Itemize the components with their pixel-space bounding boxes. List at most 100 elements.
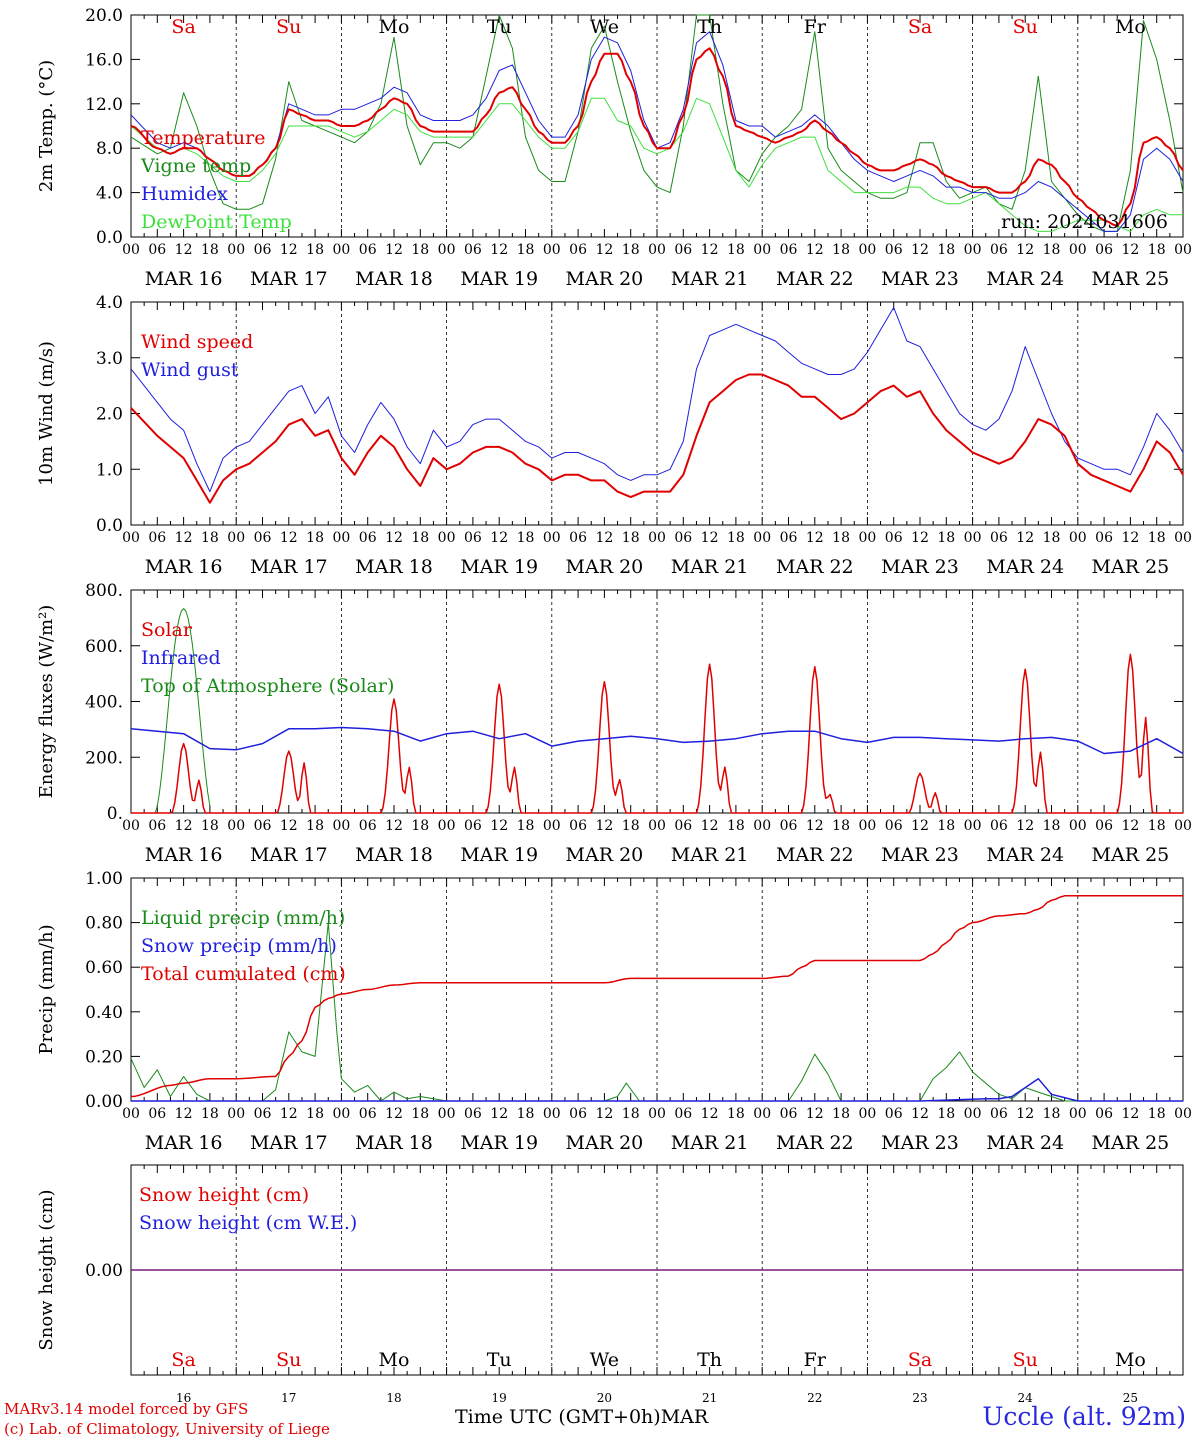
hour-tick-label: 12: [280, 1106, 298, 1122]
hour-tick-label: 18: [201, 530, 219, 546]
hour-tick-label: 00: [332, 530, 350, 546]
date-label: MAR 23: [881, 1132, 959, 1154]
date-label: MAR 23: [881, 844, 959, 866]
hour-tick-label: 00: [438, 242, 456, 258]
hour-tick-label: 06: [569, 530, 587, 546]
hour-tick-label: 00: [122, 242, 140, 258]
legend-entry: Top of Atmosphere (Solar): [141, 675, 394, 697]
weekday-label: Mo: [379, 1349, 410, 1371]
hour-tick-label: 12: [806, 530, 824, 546]
hour-tick-label: 00: [648, 818, 666, 834]
date-label: MAR 22: [776, 268, 854, 290]
hour-tick-label: 18: [411, 818, 429, 834]
hour-tick-label: 18: [306, 818, 324, 834]
hour-tick-label: 12: [280, 530, 298, 546]
panel-frame: [130, 589, 1184, 814]
hour-tick-label: 00: [227, 242, 245, 258]
weekday-label: Tu: [487, 16, 512, 38]
hour-tick-label: 06: [1095, 242, 1113, 258]
weekday-label: Tu: [487, 1349, 512, 1371]
date-label: MAR 22: [776, 844, 854, 866]
hour-tick-label: 06: [148, 1106, 166, 1122]
solar-line: [131, 653, 1183, 814]
hour-tick-label: 06: [464, 1106, 482, 1122]
y-tick-label: 12.0: [85, 95, 123, 115]
copyright-credit: (c) Lab. of Climatology, University of L…: [4, 1420, 330, 1438]
hour-tick-label: 00: [858, 1106, 876, 1122]
y-tick-label: 0.00: [85, 1092, 123, 1112]
day-number-label: 19: [492, 1391, 507, 1405]
hour-tick-label: 18: [306, 530, 324, 546]
hour-tick-label: 12: [490, 530, 508, 546]
weekday-label: We: [590, 16, 619, 38]
temp-series-line: [130, 47, 1184, 227]
hour-tick-label: 18: [517, 530, 535, 546]
hour-tick-label: 06: [780, 530, 798, 546]
hour-tick-label: 18: [1148, 818, 1166, 834]
hour-tick-label: 06: [1095, 818, 1113, 834]
hour-tick-label: 00: [648, 1106, 666, 1122]
hour-tick-label: 06: [254, 1106, 272, 1122]
hour-tick-label: 18: [727, 1106, 745, 1122]
hour-tick-label: 06: [674, 818, 692, 834]
hour-tick-label: 18: [622, 1106, 640, 1122]
hour-tick-label: 18: [937, 530, 955, 546]
date-label: MAR 25: [1092, 556, 1170, 578]
y-axis-label: Energy fluxes (W/m²): [36, 605, 57, 799]
hour-tick-label: 06: [885, 242, 903, 258]
hour-tick-label: 00: [1174, 1106, 1192, 1122]
legend-entry: Total cumulated (cm): [141, 963, 346, 985]
weekday-label: Sa: [171, 1349, 195, 1371]
hour-tick-label: 06: [148, 818, 166, 834]
hour-tick-label: 06: [674, 242, 692, 258]
hour-tick-label: 00: [122, 818, 140, 834]
weekday-label: Mo: [1115, 1349, 1146, 1371]
temp-series-line: [130, 97, 1183, 232]
hour-tick-label: 18: [1148, 1106, 1166, 1122]
weekday-label: Sa: [908, 1349, 932, 1371]
hour-tick-label: 06: [990, 530, 1008, 546]
hour-tick-label: 18: [622, 530, 640, 546]
hour-tick-label: 06: [464, 818, 482, 834]
hour-tick-label: 00: [964, 818, 982, 834]
temp-series-line: [130, 14, 1184, 232]
hour-tick-label: 12: [806, 818, 824, 834]
weekday-label: Th: [697, 16, 722, 38]
hour-tick-label: 12: [701, 1106, 719, 1122]
y-tick-label: 16.0: [85, 50, 123, 70]
hour-tick-label: 18: [937, 242, 955, 258]
day-number-label: 18: [386, 1391, 401, 1405]
day-number-label: 24: [1018, 1391, 1034, 1405]
hour-tick-label: 00: [1069, 530, 1087, 546]
y-tick-label: 1.0: [96, 460, 123, 480]
weekday-label: Su: [1013, 1349, 1038, 1371]
hour-tick-label: 12: [175, 242, 193, 258]
date-label: MAR 24: [986, 1132, 1064, 1154]
legend-entry: Infrared: [141, 647, 221, 669]
hour-tick-label: 18: [201, 818, 219, 834]
hour-tick-label: 18: [411, 242, 429, 258]
hour-tick-label: 12: [806, 1106, 824, 1122]
hour-tick-label: 06: [464, 530, 482, 546]
hour-tick-label: 18: [622, 818, 640, 834]
hour-tick-label: 12: [595, 818, 613, 834]
legend-entry: Snow precip (mm/h): [141, 935, 337, 957]
weekday-label: Sa: [171, 16, 195, 38]
date-label: MAR 19: [460, 1132, 538, 1154]
hour-tick-label: 18: [1043, 818, 1061, 834]
hour-tick-label: 18: [411, 530, 429, 546]
wind-series-line: [130, 307, 1184, 493]
day-number-label: 22: [807, 1391, 822, 1405]
hour-tick-label: 12: [385, 530, 403, 546]
hour-tick-label: 12: [1121, 530, 1139, 546]
y-axis-label: Precip (mm/h): [36, 924, 57, 1054]
date-label: MAR 19: [460, 844, 538, 866]
day-number-label: 25: [1123, 1391, 1138, 1405]
weekday-label: Su: [276, 1349, 301, 1371]
date-label: MAR 24: [986, 268, 1064, 290]
date-label: MAR 25: [1092, 844, 1170, 866]
hour-tick-label: 12: [1016, 530, 1034, 546]
date-label: MAR 21: [671, 268, 749, 290]
y-tick-label: 0.80: [85, 914, 123, 934]
